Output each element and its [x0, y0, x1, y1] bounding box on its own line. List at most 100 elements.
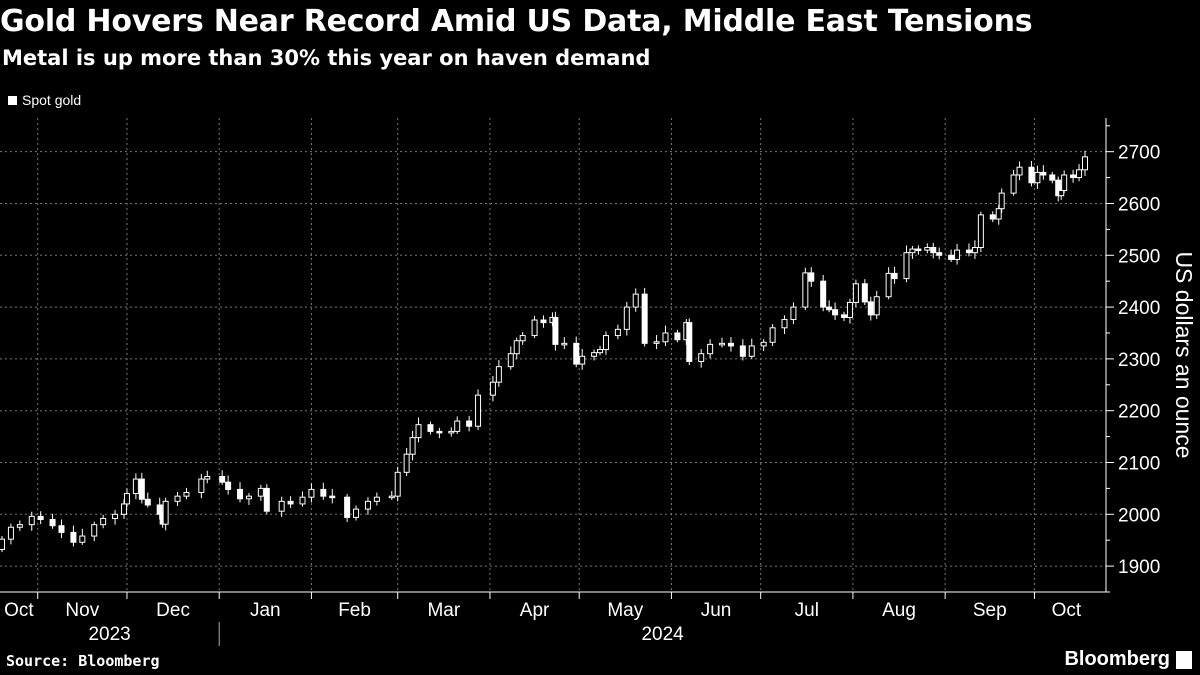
candle-body — [760, 341, 767, 347]
y-tick-label: 1900 — [1118, 557, 1160, 578]
candle-body — [278, 500, 285, 512]
candle-body — [204, 475, 211, 480]
x-tick-label: Apr — [520, 600, 550, 621]
candle-body — [781, 319, 788, 329]
x-tick-label: May — [607, 600, 643, 621]
axes: 1900 2000 2100 2200 2300 2400 2500 2600 2700 Oct N… — [0, 118, 1160, 646]
candle-body — [225, 481, 232, 490]
y-tick-label: 2300 — [1118, 350, 1160, 371]
candle-body — [100, 517, 107, 526]
candle-body — [344, 496, 351, 518]
candles — [0, 150, 1088, 553]
bloomberg-logo: Bloomberg — [1064, 648, 1192, 671]
candle-body — [198, 478, 205, 494]
y-tick-label: 2600 — [1118, 194, 1160, 215]
x-tick-label: Mar — [427, 600, 460, 621]
y-tick-label: 2200 — [1118, 402, 1160, 423]
candle-body — [852, 283, 859, 303]
candle-body — [237, 488, 244, 500]
candle-body — [903, 252, 910, 280]
candle-body — [924, 247, 931, 251]
candle-body — [1049, 174, 1056, 181]
candle-body — [144, 498, 151, 506]
candle-body — [867, 301, 874, 316]
candle-body — [162, 500, 169, 525]
candle-body — [353, 508, 360, 518]
candle-body — [891, 272, 898, 280]
candle-body — [995, 208, 1002, 220]
candle-body — [70, 531, 77, 543]
candle-body — [373, 496, 380, 502]
candle-body — [1028, 166, 1035, 184]
candle-body — [790, 306, 797, 321]
brand-name: Bloomberg — [1064, 648, 1170, 670]
year-label: 2023 — [88, 624, 130, 645]
candle-body — [28, 515, 35, 526]
candle-body — [641, 293, 648, 344]
candle-body — [415, 424, 422, 439]
chart-subtitle: Metal is up more than 30% this year on h… — [2, 46, 651, 70]
candle-body — [1070, 174, 1077, 179]
x-tick-label: Oct — [4, 600, 34, 621]
candle-body — [632, 293, 639, 308]
candle-body — [495, 366, 502, 383]
bloomberg-terminal-icon — [1176, 650, 1192, 669]
candle-body — [120, 503, 127, 515]
grid — [0, 118, 1106, 592]
candle-body — [597, 349, 604, 354]
y-axis-label: US dollars an ounce — [1171, 251, 1197, 458]
year-label: 2024 — [641, 624, 684, 645]
candle-body — [662, 332, 669, 343]
candle-body — [948, 254, 955, 260]
candle-body — [873, 296, 880, 316]
candle-body — [1061, 174, 1068, 192]
candle-body — [727, 342, 734, 347]
candle-body — [989, 214, 996, 220]
candle-body — [769, 327, 776, 343]
candle-body — [299, 496, 306, 505]
legend-label: Spot gold — [22, 92, 82, 108]
candle-body — [552, 316, 559, 345]
candle-body — [257, 487, 264, 497]
candle-body — [808, 272, 815, 282]
candle-body — [489, 381, 496, 396]
candle-body — [7, 526, 14, 540]
candle-body — [91, 524, 98, 537]
candle-body — [965, 249, 972, 254]
candle-body — [686, 322, 693, 362]
legend-swatch — [8, 95, 17, 105]
candle-body — [1016, 166, 1023, 176]
candle-body — [1076, 169, 1083, 179]
candle-body — [832, 309, 839, 316]
candle-body — [748, 345, 755, 357]
candle-body — [698, 353, 705, 362]
candle-body — [861, 283, 868, 303]
y-tick-label: 2000 — [1118, 505, 1160, 526]
candle-body — [394, 471, 401, 497]
candle-body — [826, 306, 833, 311]
candle-body — [219, 475, 226, 483]
candle-body — [540, 319, 547, 324]
candle-body — [623, 306, 630, 330]
candle-body — [930, 247, 937, 254]
candle-body — [820, 280, 827, 308]
legend: Spot gold — [8, 92, 81, 108]
candle-body — [513, 340, 520, 355]
candle-body — [475, 394, 482, 427]
candle-body — [308, 488, 315, 498]
candle-body — [674, 332, 681, 341]
candle-body — [263, 487, 270, 512]
candle-body — [614, 328, 621, 337]
candle-body — [79, 535, 86, 543]
candle-body — [653, 341, 660, 344]
candle-body — [561, 342, 568, 346]
candle-body — [287, 500, 294, 505]
candle-body — [138, 478, 145, 500]
candle-body — [466, 420, 473, 427]
candle-body — [156, 504, 163, 515]
x-tick-label: Jul — [795, 600, 819, 621]
candle-body — [841, 314, 848, 318]
candle-body — [909, 248, 916, 254]
candle-body — [409, 437, 416, 455]
chart-title: Gold Hovers Near Record Amid US Data, Mi… — [0, 4, 1033, 39]
